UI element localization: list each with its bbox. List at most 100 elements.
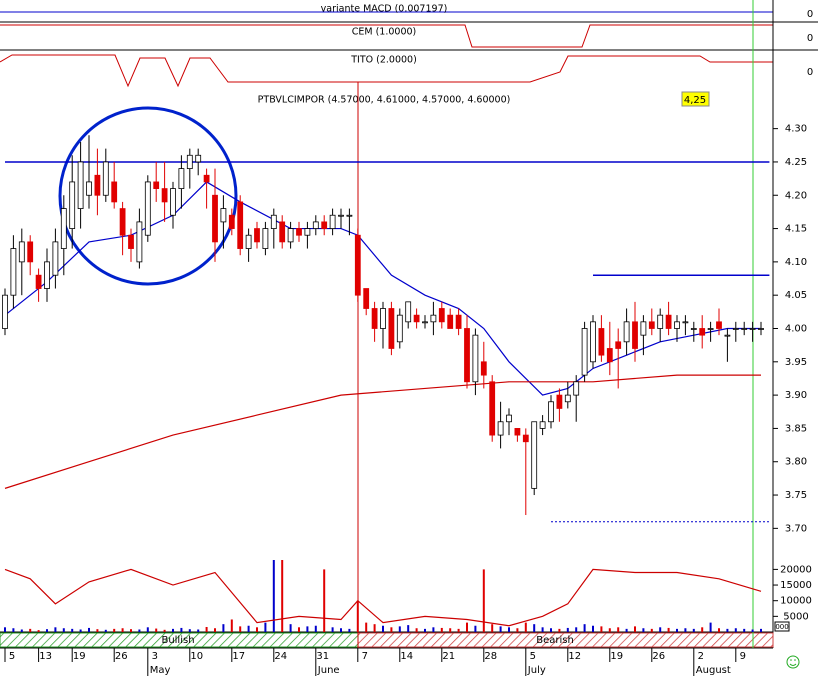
- candle-body: [732, 328, 739, 330]
- moving-average: [4, 181, 761, 396]
- y-tick-label: 4.05: [785, 290, 807, 301]
- chart-title: PTBVLCIMPOR (4.57000, 4.61000, 4.57000, …: [258, 95, 511, 106]
- candle-body: [161, 188, 168, 203]
- candle-body: [153, 181, 160, 189]
- volume-bar: [701, 627, 704, 632]
- candle-body: [363, 288, 370, 309]
- volume-bar: [163, 629, 166, 632]
- cem-line: [0, 24, 773, 48]
- candle-body: [749, 328, 756, 330]
- candle-body: [2, 294, 8, 329]
- candle-body: [531, 421, 538, 489]
- volume-bar: [592, 625, 594, 632]
- candle-body: [657, 314, 664, 329]
- volume-bar: [558, 628, 561, 632]
- volume-bar: [37, 630, 40, 632]
- volume-bar: [281, 560, 284, 632]
- candle-body: [388, 308, 395, 349]
- x-tick-label: 9: [740, 651, 746, 662]
- candle-body: [270, 214, 277, 229]
- candle-body: [186, 154, 193, 170]
- candle-body: [489, 381, 496, 436]
- candle-body: [220, 208, 227, 223]
- volume-bar: [684, 628, 687, 632]
- candle-body: [128, 234, 134, 249]
- price-badge: 4,25: [684, 95, 706, 106]
- x-tick-label: 26: [652, 651, 665, 662]
- volume-bar: [491, 624, 494, 632]
- volume-bar: [718, 628, 720, 632]
- volume-bar: [625, 628, 628, 632]
- volume-bar: [264, 622, 267, 632]
- oscillator-line: [4, 568, 762, 627]
- candle-body: [203, 174, 210, 183]
- volume-bar: [289, 624, 292, 632]
- volume-bar: [440, 627, 443, 632]
- volume-bar: [642, 628, 645, 632]
- volume-bar: [734, 628, 737, 632]
- volume-bar: [46, 629, 48, 632]
- price-badge-box: [681, 91, 710, 107]
- volume-bar: [180, 627, 183, 632]
- panel-zero: 0: [807, 9, 813, 20]
- volume-bar: [298, 627, 300, 632]
- y-tick-label: 4.20: [785, 190, 807, 201]
- macd-label: variante MACD (0.007197): [321, 4, 448, 15]
- candle-body: [60, 208, 67, 249]
- candle-body: [136, 221, 143, 263]
- volume-bar: [146, 627, 149, 632]
- volume-bar: [692, 628, 695, 632]
- volume-tick-label: 5000: [783, 611, 808, 622]
- x-tick-label: 2: [698, 651, 704, 662]
- volume-bar: [541, 627, 544, 632]
- volume-bar: [205, 626, 208, 632]
- candle-body: [413, 314, 420, 323]
- volume-bar: [306, 626, 309, 632]
- volume-bar: [272, 560, 275, 632]
- candle-body: [237, 201, 244, 249]
- candle-body: [119, 208, 126, 236]
- volume-bar: [96, 629, 99, 632]
- candle-body: [102, 161, 109, 196]
- candle-body: [539, 421, 546, 429]
- volume-bar: [71, 628, 74, 632]
- candle-body: [690, 328, 697, 330]
- candle-body: [111, 181, 118, 203]
- y-tick-label: 4.25: [785, 157, 807, 168]
- volume-bar: [524, 622, 527, 632]
- candle-body: [354, 234, 361, 296]
- volume-bar: [247, 625, 250, 632]
- cem-label: CEM (1.0000): [352, 27, 417, 38]
- volume-bar: [222, 624, 225, 632]
- x-tick-label: 7: [362, 651, 368, 662]
- candle-body: [522, 434, 529, 443]
- volume-bar: [356, 600, 359, 632]
- volume-bar: [743, 628, 746, 632]
- y-tick-label: 4.00: [785, 323, 807, 334]
- candle-body: [665, 314, 672, 329]
- candle-body: [18, 241, 25, 263]
- y-tick-label: 3.70: [785, 523, 807, 534]
- candle-body: [287, 228, 294, 243]
- panel-zero: 0: [807, 33, 813, 44]
- volume-bar: [583, 624, 586, 632]
- candle-body: [556, 394, 563, 409]
- tito-line: [0, 54, 773, 88]
- volume-bar: [130, 629, 132, 632]
- x-tick-label: 14: [400, 651, 413, 662]
- volume-bar: [566, 627, 569, 632]
- candle-body: [514, 428, 521, 436]
- bearish-label: Bearish: [536, 635, 574, 646]
- candle-body: [648, 321, 655, 329]
- volume-bar: [415, 628, 418, 632]
- x-tick-label: 19: [73, 651, 86, 662]
- volume-bar: [382, 625, 384, 632]
- volume-bar: [650, 628, 653, 632]
- candle-body: [640, 321, 647, 336]
- candle-body: [77, 161, 84, 209]
- candle-body: [44, 261, 50, 289]
- volume-tick-label: 15000: [780, 580, 812, 591]
- volume-bar: [550, 628, 552, 632]
- corner-label: 000: [775, 623, 788, 631]
